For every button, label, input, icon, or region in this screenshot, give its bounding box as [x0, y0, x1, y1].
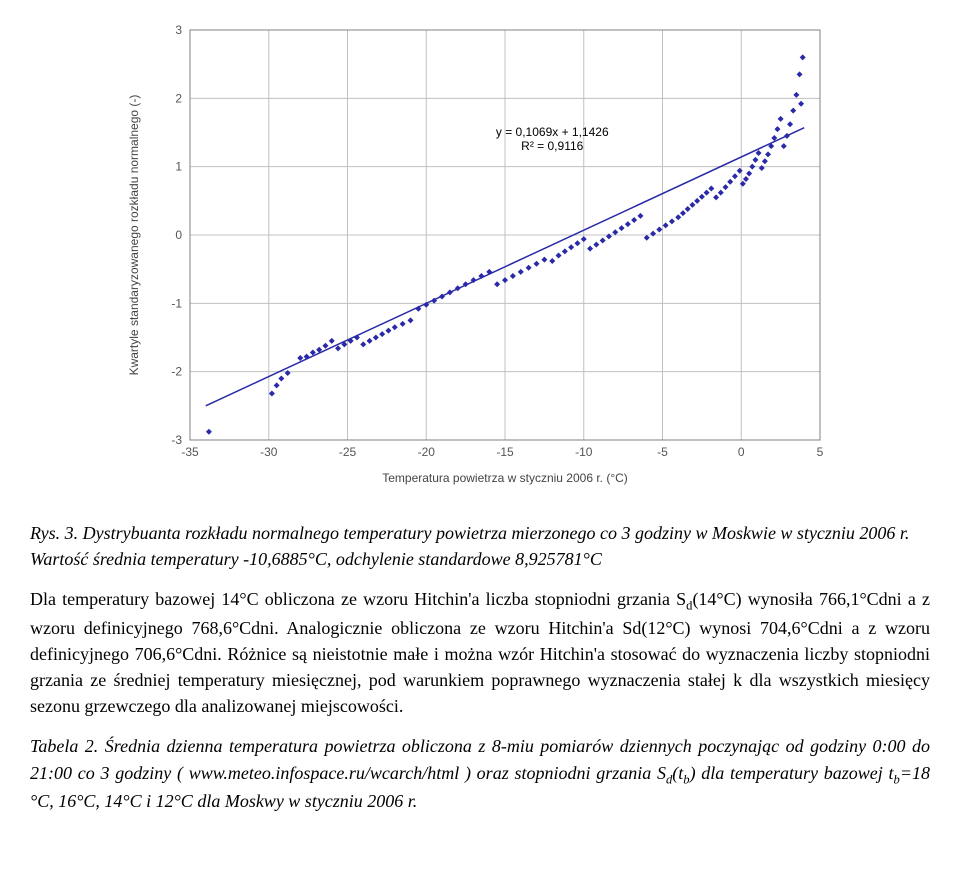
svg-text:-20: -20 — [418, 445, 436, 459]
svg-text:0: 0 — [738, 445, 745, 459]
svg-text:1: 1 — [175, 160, 182, 174]
svg-text:-3: -3 — [171, 433, 182, 447]
caption-line-2: Wartość średnia temperatury -10,6885°C, … — [30, 549, 602, 569]
svg-text:y = 0,1069x + 1,1426: y = 0,1069x + 1,1426 — [496, 125, 609, 139]
caption-line-1: Rys. 3. Dystrybuanta rozkładu normalnego… — [30, 523, 909, 543]
svg-text:-1: -1 — [171, 296, 182, 310]
svg-text:2: 2 — [175, 91, 182, 105]
figure-caption: Rys. 3. Dystrybuanta rozkładu normalnego… — [30, 520, 930, 572]
svg-text:3: 3 — [175, 23, 182, 37]
svg-text:Temperatura powietrza w styczn: Temperatura powietrza w styczniu 2006 r.… — [382, 471, 628, 485]
svg-text:-5: -5 — [657, 445, 668, 459]
table-caption: Tabela 2. Średnia dzienna temperatura po… — [30, 733, 930, 814]
svg-text:5: 5 — [817, 445, 824, 459]
svg-text:-10: -10 — [575, 445, 593, 459]
svg-text:-15: -15 — [496, 445, 514, 459]
svg-text:0: 0 — [175, 228, 182, 242]
svg-text:-30: -30 — [260, 445, 278, 459]
svg-text:-2: -2 — [171, 365, 182, 379]
qq-chart: -35-30-25-20-15-10-505-3-2-10123y = 0,10… — [120, 10, 840, 490]
svg-text:-35: -35 — [181, 445, 199, 459]
svg-text:-25: -25 — [339, 445, 357, 459]
svg-text:Kwartyle standaryzowanego rozk: Kwartyle standaryzowanego rozkładu norma… — [127, 95, 141, 376]
body-paragraph: Dla temperatury bazowej 14°C obliczona z… — [30, 586, 930, 719]
svg-text:R² = 0,9116: R² = 0,9116 — [521, 139, 583, 153]
